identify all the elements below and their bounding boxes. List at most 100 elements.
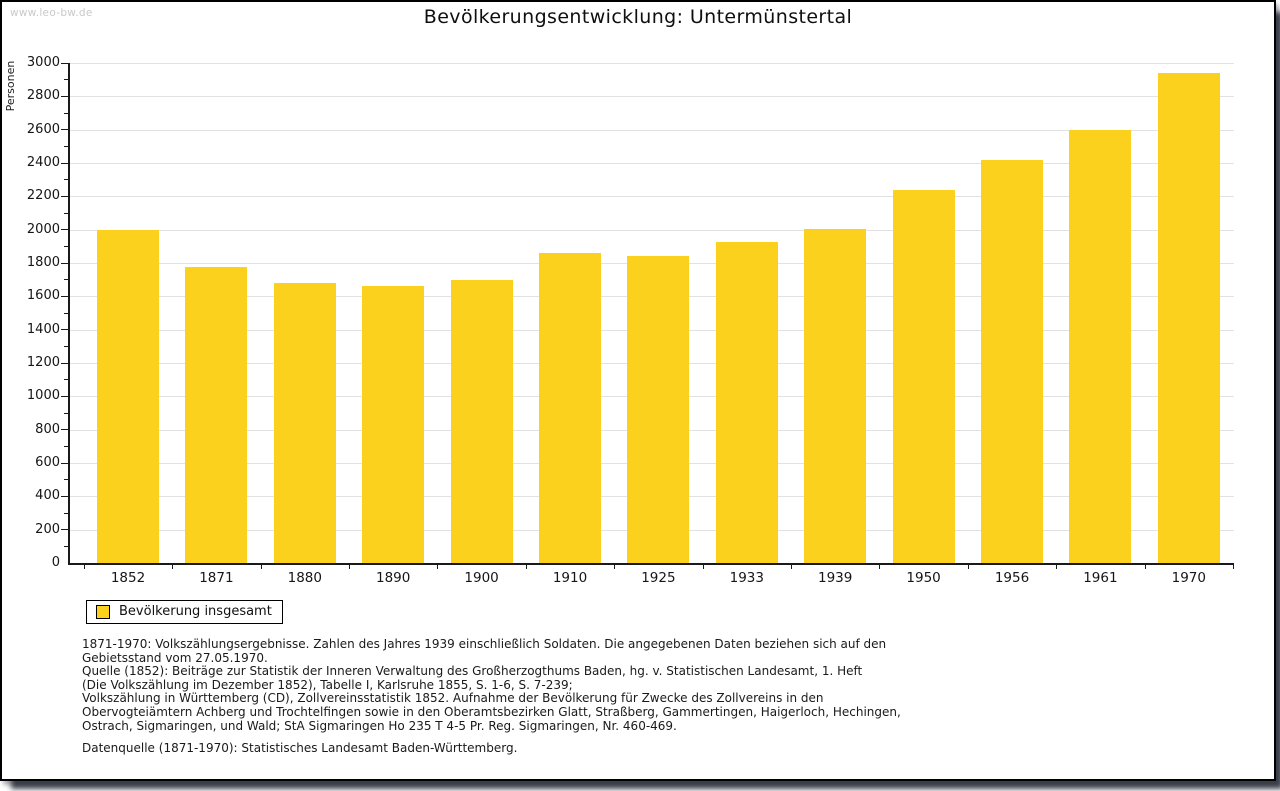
legend-box: Bevölkerung insgesamt — [86, 600, 283, 624]
gridline — [70, 196, 1234, 198]
x-axis-tick — [1233, 565, 1234, 569]
x-axis-tick — [172, 565, 174, 569]
y-axis-tick — [61, 195, 68, 197]
y-axis-tick — [61, 95, 68, 97]
x-axis-tick — [437, 565, 439, 569]
y-tick-label-1000: 1000 — [26, 388, 60, 404]
footnote-line: Obervogteiämtern Achberg und Trochtelfin… — [82, 704, 901, 719]
y-axis-tick — [64, 545, 68, 547]
y-tick-label-600: 600 — [35, 455, 60, 470]
x-tick-label-1871: 1871 — [199, 570, 234, 586]
y-tick-label-400: 400 — [35, 488, 60, 504]
y-axis-tick — [61, 229, 68, 231]
y-axis-tick — [64, 479, 68, 481]
footnote-line: (Die Volkszählung im Dezember 1852), Tab… — [82, 677, 573, 692]
x-axis-tick — [260, 565, 262, 569]
footnote-line: Volkszählung in Württemberg (CD), Zollve… — [82, 691, 824, 706]
footnote-line: Gebietsstand vom 27.05.1970. — [82, 650, 268, 665]
y-axis-tick — [61, 295, 68, 297]
x-axis-tick — [702, 565, 704, 569]
footnote-line: 1871-1970: Volkszählungsergebnisse. Zahl… — [82, 637, 887, 651]
y-axis-tick — [61, 129, 68, 131]
bar-1950 — [892, 189, 955, 563]
x-tick-label-1900: 1900 — [464, 570, 499, 586]
y-axis-spine — [68, 63, 70, 565]
site-watermark: www.leo-bw.de — [10, 7, 93, 19]
y-axis-tick — [61, 395, 68, 397]
x-axis-tick — [791, 565, 792, 569]
bar-1956 — [981, 159, 1043, 563]
gridline — [70, 96, 1234, 98]
y-tick-label-3000: 3000 — [26, 55, 60, 70]
y-axis-tick — [64, 379, 68, 381]
x-tick-label-1956: 1956 — [994, 570, 1030, 586]
y-tick-label-800: 800 — [35, 421, 60, 437]
y-axis-tick — [64, 212, 68, 214]
x-tick-label-1880: 1880 — [287, 570, 322, 586]
y-axis-tick — [61, 329, 68, 331]
x-tick-label-1961: 1961 — [1083, 570, 1118, 586]
y-axis-tick — [61, 529, 68, 531]
footnote-line: Quelle (1852): Beiträge zur Statistik de… — [82, 664, 863, 679]
gridline — [70, 229, 1234, 231]
y-axis-tick — [64, 279, 68, 281]
y-axis-tick — [64, 445, 68, 447]
x-axis-tick — [349, 565, 350, 569]
y-tick-label-1600: 1600 — [26, 288, 60, 304]
bar-1961 — [1069, 129, 1132, 563]
y-axis-tick — [61, 495, 68, 497]
y-tick-label-2800: 2800 — [26, 88, 60, 104]
x-tick-label-1852: 1852 — [110, 570, 146, 586]
bar-1939 — [804, 228, 867, 563]
y-tick-label-2000: 2000 — [26, 221, 60, 237]
y-axis-tick — [61, 362, 68, 364]
bar-1910 — [539, 253, 601, 563]
y-tick-label-2600: 2600 — [26, 121, 60, 137]
x-axis-tick — [614, 565, 616, 569]
x-tick-label-1939: 1939 — [818, 570, 853, 586]
bar-1890 — [362, 286, 425, 563]
bar-1880 — [273, 283, 336, 563]
y-tick-label-0: 0 — [51, 555, 60, 570]
y-axis-tick — [64, 412, 68, 414]
x-tick-label-1910: 1910 — [552, 570, 588, 586]
gridline — [70, 163, 1234, 164]
bar-1970 — [1157, 73, 1220, 563]
y-tick-label-1800: 1800 — [26, 255, 60, 270]
bar-1925 — [627, 255, 690, 563]
legend-swatch-icon — [96, 604, 110, 619]
y-axis-tick — [64, 79, 68, 81]
datasource-line: Datenquelle (1871-1970): Statistisches L… — [82, 741, 518, 756]
x-axis-spine — [68, 563, 1234, 565]
y-axis-tick — [64, 245, 68, 247]
y-axis-tick — [61, 162, 68, 164]
footnotes: 1871-1970: Volkszählungsergebnisse. Zahl… — [82, 637, 901, 756]
chart-title: Bevölkerungsentwicklung: Untermünstertal — [423, 6, 853, 28]
y-tick-label-200: 200 — [35, 521, 60, 537]
y-tick-label-2400: 2400 — [26, 155, 60, 170]
bar-1933 — [715, 242, 778, 563]
y-axis-tick — [61, 429, 68, 431]
x-axis-tick — [967, 565, 969, 569]
x-axis-tick — [879, 565, 881, 569]
legend-label: Bevölkerung insgesamt — [119, 604, 272, 619]
y-axis-tick — [64, 345, 68, 347]
gridline — [70, 129, 1234, 131]
y-axis-tick — [64, 112, 68, 114]
y-axis-tick — [61, 462, 68, 464]
gridline — [70, 63, 1234, 64]
y-axis-tick — [61, 62, 68, 64]
y-tick-label-1400: 1400 — [26, 321, 60, 337]
x-axis-tick — [1056, 565, 1058, 569]
chart-plot-area: 0 200 400 600 800 1000 1200 1400 1600 1800 2000 220… — [27, 55, 1234, 586]
x-axis-tick — [83, 565, 85, 569]
x-tick-label-1890: 1890 — [376, 570, 411, 586]
y-tick-label-1200: 1200 — [26, 355, 60, 370]
y-axis-tick — [64, 145, 68, 147]
bar-1871 — [185, 267, 248, 563]
y-axis-tick — [64, 512, 68, 514]
x-axis-tick — [525, 565, 527, 569]
x-tick-label-1933: 1933 — [729, 570, 764, 586]
footnote-line: Ostrach, Sigmaringen, und Wald; StA Sigm… — [82, 718, 677, 733]
